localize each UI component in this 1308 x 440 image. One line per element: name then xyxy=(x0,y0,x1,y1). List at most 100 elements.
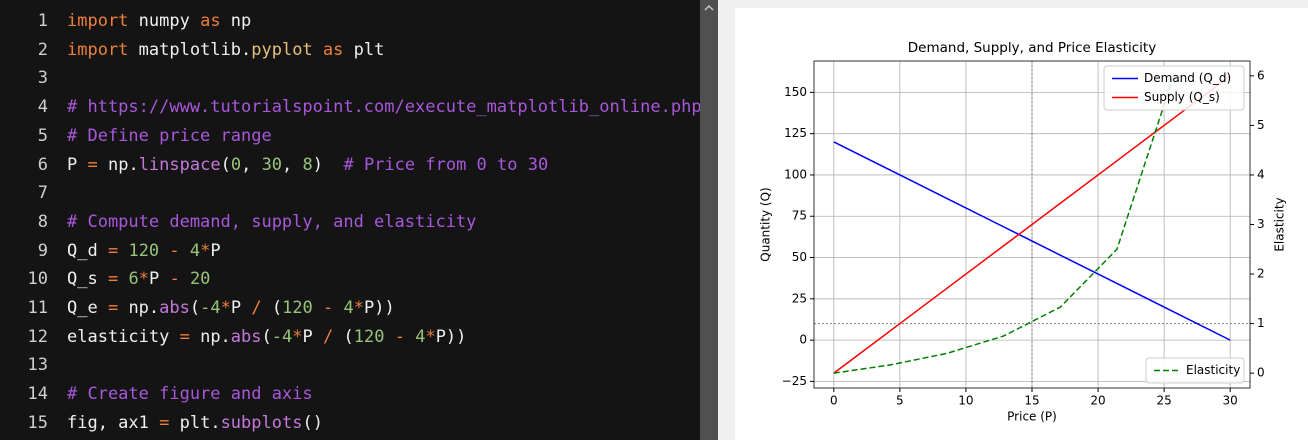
y-tick-label: 125 xyxy=(784,126,807,140)
y-tick-label: 0 xyxy=(799,333,807,347)
code-token: ( xyxy=(189,298,201,318)
line-number: 11 xyxy=(27,298,48,318)
line-number: 4 xyxy=(37,97,48,118)
code-token: # Compute demand, supply, and elasticity xyxy=(67,211,477,232)
code-text: Q_d = 120 - 4*P xyxy=(67,237,221,265)
y2-tick-label: 5 xyxy=(1257,118,1265,132)
line-number: 5 xyxy=(37,125,48,146)
code-token: P xyxy=(302,326,323,347)
y2-tick-label: 6 xyxy=(1257,68,1265,82)
code-text: elasticity = np.abs(-4*P / (120 - 4*P)) xyxy=(67,323,466,351)
code-token: # Price from 0 to 30 xyxy=(343,154,549,175)
y2-tick-label: 1 xyxy=(1257,316,1265,330)
code-token: -4 xyxy=(200,298,221,318)
y2-tick-label: 2 xyxy=(1257,267,1265,281)
line-number: 8 xyxy=(37,211,48,232)
code-token xyxy=(384,327,394,347)
code-token: abs xyxy=(230,326,262,347)
y-tick-label: 150 xyxy=(784,85,807,99)
line-number: 2 xyxy=(37,39,48,60)
line-number: 15 xyxy=(27,412,48,433)
code-text: # Define price range xyxy=(67,122,272,150)
line-number: 1 xyxy=(37,11,48,31)
code-text: fig, ax1 = plt.subplots() xyxy=(67,409,323,437)
code-editor[interactable]: 1 import numpy as np 2 import matplotlib.py… xyxy=(0,0,700,440)
code-token: ( xyxy=(220,154,231,175)
code-token: pyplot xyxy=(251,39,313,60)
y-tick-label: 75 xyxy=(792,209,807,223)
legend-label: Demand (Q_d) xyxy=(1144,71,1231,85)
code-token: P xyxy=(230,298,252,318)
code-token: 8 xyxy=(302,154,313,175)
code-text: Q_e = np.abs(-4*P / (120 - 4*P)) xyxy=(67,294,395,322)
code-token: 20 xyxy=(189,269,211,290)
x-tick-label: 30 xyxy=(1223,394,1238,408)
legend-box xyxy=(1103,65,1245,111)
code-token: - xyxy=(323,298,334,318)
code-token: = xyxy=(87,154,98,175)
code-line: 2 import matplotlib.pyplot as plt xyxy=(0,36,700,64)
code-token: abs xyxy=(159,298,190,318)
series-line xyxy=(833,141,1231,341)
legend-box xyxy=(1145,357,1245,384)
x-tick-label: 25 xyxy=(1156,394,1171,408)
code-token xyxy=(118,241,128,261)
code-line: 15 fig, ax1 = plt.subplots() xyxy=(0,409,700,437)
code-token: # https://www.tutorialspoint.com/execute… xyxy=(67,97,700,118)
code-token: P xyxy=(148,269,170,290)
code-line: 11 Q_e = np.abs(-4*P / (120 - 4*P)) xyxy=(0,294,700,322)
code-token: matplotlib. xyxy=(128,39,252,60)
code-line: 14 # Create figure and axis xyxy=(0,380,700,408)
code-token: P)) xyxy=(364,298,395,318)
code-token: # Define price range xyxy=(67,125,272,146)
y-tick-label: 25 xyxy=(792,291,807,305)
code-token xyxy=(180,241,190,261)
code-token xyxy=(405,327,415,347)
code-token: Q_e xyxy=(67,298,108,318)
y-tick-label: 50 xyxy=(792,250,807,264)
code-token: np. xyxy=(118,298,160,318)
code-line: 9 Q_d = 120 - 4*P xyxy=(0,237,700,265)
code-token: import xyxy=(67,39,129,60)
code-token xyxy=(313,298,323,318)
x-axis-label: Price (P) xyxy=(1007,410,1057,424)
code-token: # Create figure and axis xyxy=(67,384,313,405)
y2-tick-label: 4 xyxy=(1257,167,1265,181)
code-text: # Compute demand, supply, and elasticity xyxy=(67,208,476,236)
code-line: 4 # https://www.tutorialspoint.com/execut… xyxy=(0,93,700,121)
code-token xyxy=(333,298,343,318)
code-text: P = np.linspace(0, 30, 8) # Price from 0… xyxy=(67,151,548,179)
scroll-up-arrow[interactable] xyxy=(700,1,718,15)
x-tick-label: 10 xyxy=(958,394,973,408)
code-token: plt xyxy=(343,39,385,60)
code-token xyxy=(118,269,128,289)
code-token xyxy=(313,40,323,60)
line-number: 10 xyxy=(27,269,48,290)
code-token: np xyxy=(220,11,252,31)
code-token: = xyxy=(107,269,119,290)
plot-frame xyxy=(813,60,1251,389)
line-number: 6 xyxy=(37,154,48,175)
line-number: 7 xyxy=(37,183,48,204)
code-token: () xyxy=(302,412,323,433)
code-token: as xyxy=(322,39,344,60)
code-token: * xyxy=(200,240,211,261)
scrollbar[interactable] xyxy=(700,0,718,440)
code-token: 4 xyxy=(343,298,354,318)
chart-title: Demand, Supply, and Price Elasticity xyxy=(908,40,1156,56)
x-tick-label: 20 xyxy=(1090,394,1105,408)
code-token: = xyxy=(159,412,170,433)
code-token: 120 xyxy=(282,298,313,318)
line-number: 9 xyxy=(37,240,48,261)
code-text: # https://www.tutorialspoint.com/execute… xyxy=(67,93,700,121)
code-token: Q_s xyxy=(67,269,108,290)
y2-tick-label: 0 xyxy=(1257,366,1265,380)
y-axis-label: Quantity (Q) xyxy=(759,187,773,261)
legend-label: Elasticity xyxy=(1186,363,1240,377)
code-token: = xyxy=(179,326,190,347)
code-token: , xyxy=(282,154,303,175)
code-token: 6 xyxy=(128,269,139,290)
code-token: ( xyxy=(261,298,283,318)
